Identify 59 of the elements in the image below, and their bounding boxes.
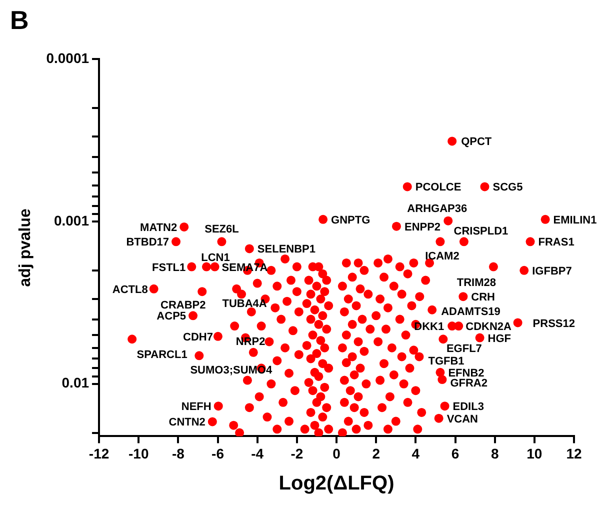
annotation: SELENBP1 xyxy=(257,244,316,256)
x-tick-label: -4 xyxy=(251,445,264,462)
x-tick-label: -2 xyxy=(290,445,304,462)
annotation: ICAM2 xyxy=(425,250,460,263)
x-tick-label: -8 xyxy=(172,445,185,462)
y-tick-label: 0.0001 xyxy=(46,50,90,66)
annotation: PCOLCE xyxy=(415,182,462,194)
x-tick-label: 4 xyxy=(412,445,420,462)
annotation: DKK1 xyxy=(414,321,444,334)
annotation: EDIL3 xyxy=(452,401,484,414)
annotation: SPARCL1 xyxy=(136,349,188,362)
x-tick-label: 0 xyxy=(332,445,341,462)
annotation: NEFH xyxy=(181,401,212,414)
x-tick-label: 6 xyxy=(451,445,460,462)
y-tick-label: 0.01 xyxy=(62,374,90,391)
annotation: EFNB2 xyxy=(448,367,484,380)
annotation: GFRA2 xyxy=(450,378,488,390)
annotation: HGF xyxy=(488,332,512,345)
x-tick-label: -6 xyxy=(212,445,224,462)
annotation: CRISPLD1 xyxy=(454,226,508,238)
y-axis-title: adj pvalue xyxy=(17,208,34,287)
y-tick-label: 0.001 xyxy=(54,212,90,228)
annotation: PRSS12 xyxy=(532,318,575,330)
annotation: IGFBP7 xyxy=(532,265,572,278)
annotation: EMILIN1 xyxy=(553,214,597,226)
annotation: TGFB1 xyxy=(428,356,464,368)
x-tick-label: 2 xyxy=(372,445,380,462)
x-tick-label: 10 xyxy=(526,445,542,462)
annotation: CRABP2 xyxy=(160,300,206,312)
annotation: ARHGAP36 xyxy=(407,202,468,215)
annotation: ADAMTS19 xyxy=(441,306,500,318)
chart-title: B xyxy=(10,4,29,35)
annotation: SEZ6L xyxy=(204,224,240,236)
x-tick-label: 8 xyxy=(490,445,499,462)
annotation: FSTL1 xyxy=(152,262,186,274)
annotation: ACTL8 xyxy=(112,284,148,296)
x-tick-label: -10 xyxy=(128,445,149,462)
annotation: TUBA4A xyxy=(222,298,267,310)
annotation: SUMO3;SUMO4 xyxy=(190,364,273,377)
annotation: GNPTG xyxy=(331,214,370,226)
annotation: NRP2 xyxy=(236,336,266,348)
annotation: LCN1 xyxy=(201,252,230,264)
annotation: SCG5 xyxy=(492,182,523,194)
annotation: FRAS1 xyxy=(538,236,574,249)
annotation: ENPP2 xyxy=(404,221,441,234)
annotation: CRH xyxy=(471,292,496,304)
annotation: ACP5 xyxy=(156,310,186,323)
x-axis-title: Log2(ΔLFQ) xyxy=(278,472,394,495)
annotation: BTBD17 xyxy=(126,236,170,249)
annotation: QPCT xyxy=(461,136,492,148)
annotation: MATN2 xyxy=(140,222,178,234)
x-tick-label: 12 xyxy=(566,445,582,462)
annotation: EGFL7 xyxy=(446,343,482,356)
annotation: VCAN xyxy=(446,413,478,426)
annotation: CNTN2 xyxy=(168,416,206,429)
x-tick-label: -12 xyxy=(88,445,110,462)
annotation: CDH7 xyxy=(183,331,213,344)
annotation: CDKN2A xyxy=(466,321,512,334)
annotation: TRIM28 xyxy=(456,276,496,289)
